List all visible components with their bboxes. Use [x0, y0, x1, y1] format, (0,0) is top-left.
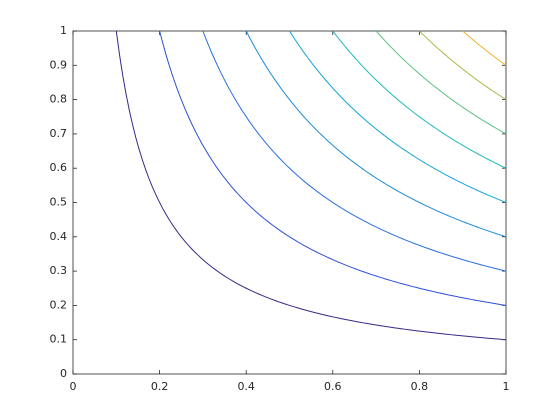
y-tick-label: 0.4	[50, 230, 68, 243]
contour-line	[289, 30, 507, 203]
y-tick-label: 0	[60, 367, 67, 380]
contour-line	[202, 30, 507, 272]
x-tick-label: 0.4	[237, 380, 255, 393]
y-tick-label: 0.5	[50, 196, 68, 209]
x-tick-label: 0	[70, 380, 77, 393]
x-tick-label: 0.6	[324, 380, 342, 393]
y-tick-label: 0.7	[50, 127, 68, 140]
x-tick-label: 1	[503, 380, 510, 393]
contour-line	[245, 30, 507, 238]
axes-box	[72, 30, 507, 375]
contour-line	[159, 30, 507, 306]
y-tick-label: 0.6	[50, 161, 68, 174]
contour-line	[375, 30, 507, 135]
x-tick-label: 0.2	[151, 380, 169, 393]
y-tick-label: 0.1	[50, 333, 68, 346]
y-tick-label: 1	[60, 24, 67, 37]
y-tick-label: 0.3	[50, 264, 68, 277]
contour-line	[462, 30, 507, 66]
y-tick-label: 0.2	[50, 298, 68, 311]
contour-line	[419, 30, 507, 101]
contour-line	[332, 30, 507, 169]
x-tick-label: 0.8	[411, 380, 429, 393]
contour-line	[115, 30, 507, 341]
y-tick-label: 0.8	[50, 93, 68, 106]
y-tick-label: 0.9	[50, 58, 68, 71]
